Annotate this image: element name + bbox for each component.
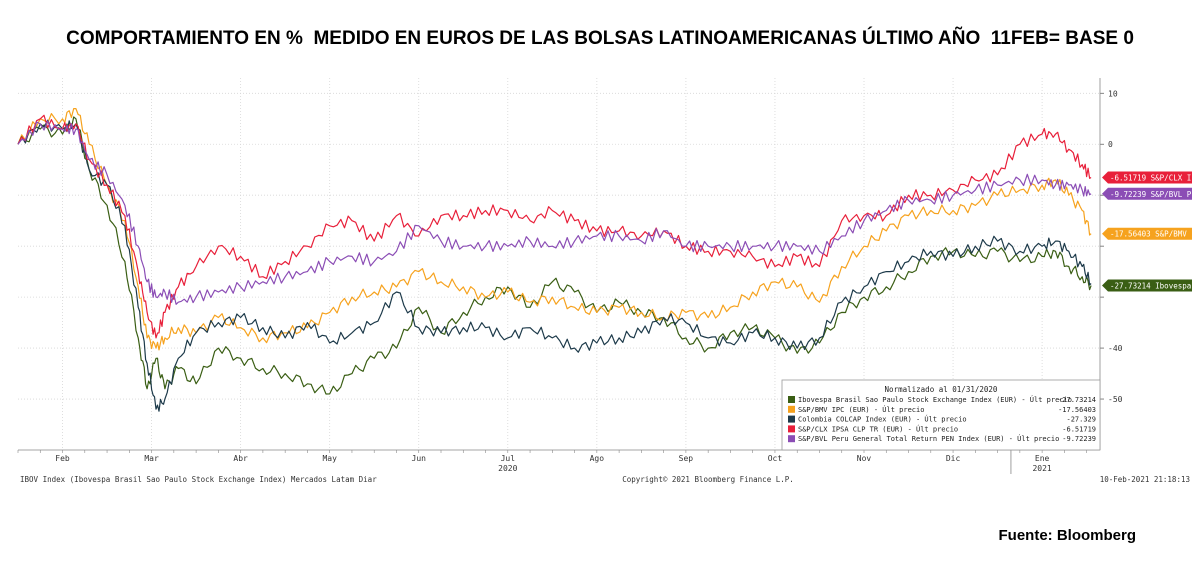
end-tag-label: -9.72239 S&P/BVL P [1110, 190, 1192, 199]
footer-center: Copyright© 2021 Bloomberg Finance L.P. [622, 475, 794, 484]
x-tick-label: Ago [590, 454, 605, 463]
legend-label: S&P/CLX IPSA CLP TR (EUR) - Últ precio [798, 424, 958, 433]
x-tick-label: Dic [946, 454, 961, 463]
y-tick-label: 10 [1108, 89, 1118, 98]
end-tag: -17.56403 S&P/BMV I [1102, 227, 1196, 240]
legend-box [781, 379, 1101, 451]
line-chart: 10 0 -40 -50 Feb Mar Abr May Jun Jul Ago Sep Oct Nov… [17, 78, 1196, 484]
x-tick-label: Feb [55, 454, 70, 463]
y-axis: 10 0 -40 -50 [1099, 78, 1123, 450]
legend-swatch [788, 396, 795, 403]
x-tick-label: Jun [412, 454, 427, 463]
x-tick-label: Jul [501, 454, 516, 463]
series-line [17, 116, 1092, 395]
x-tick-label: Sep [679, 454, 694, 463]
end-value-tags: -6.51719 S&P/CLX I -9.72239 S&P/BVL P -17.… [1102, 171, 1196, 292]
x-tick-label: Abr [233, 454, 248, 463]
end-tag-box [1102, 187, 1192, 200]
series-line [17, 107, 1092, 351]
end-tag-box [1102, 227, 1192, 240]
end-tag: -6.51719 S&P/CLX I [1102, 171, 1192, 184]
x-tick-label: May [322, 454, 337, 463]
end-tag-label: -17.56403 S&P/BMV I [1110, 230, 1196, 239]
chart-title: COMPORTAMIENTO EN % MEDIDO EN EUROS DE L… [66, 28, 1134, 49]
y-tick-label: 0 [1108, 140, 1113, 149]
legend-swatch [788, 415, 795, 423]
x-tick-label: Ene [1035, 454, 1050, 463]
x-axis: Feb Mar Abr May Jun Jul Ago Sep Oct Nov Dic Ene 2020… [17, 449, 1100, 474]
legend-label: S&P/BMV IPC (EUR) - Últ precio [798, 405, 924, 414]
series-line [17, 119, 1092, 412]
footer-right: 10-Feb-2021 21:18:13 [1100, 475, 1190, 484]
y-tick-label: -40 [1108, 344, 1123, 353]
x-year-label: 2020 [498, 464, 517, 473]
x-year-label: 2021 [1032, 464, 1051, 473]
legend-label: Colombia COLCAP Index (EUR) - Últ precio [798, 415, 967, 424]
end-tag-label: -27.73214 Ibovespa [1110, 282, 1191, 291]
series-line [17, 120, 1092, 305]
end-tag-label: -6.51719 S&P/CLX I [1110, 173, 1191, 182]
legend-title: Normalizado al 01/31/2020 [885, 385, 998, 394]
source-note: Fuente: Bloomberg [998, 527, 1137, 544]
legend-swatch [788, 425, 795, 433]
legend-label: Ibovespa Brasil Sao Paulo Stock Exchange… [798, 395, 1072, 404]
end-tag-box [1102, 279, 1192, 292]
x-tick-label: Nov [857, 454, 872, 463]
end-tag-box [1102, 171, 1192, 184]
legend-value: -17.56403 [1058, 406, 1096, 414]
x-tick-label: Mar [144, 454, 159, 463]
end-tag: -9.72239 S&P/BVL P [1102, 187, 1192, 200]
x-tick-label: Oct [768, 454, 783, 463]
series-lines [17, 107, 1092, 412]
legend-label: S&P/BVL Peru General Total Return PEN In… [798, 434, 1059, 443]
legend-value: -9.72239 [1062, 435, 1096, 443]
legend-swatch [788, 405, 795, 413]
legend-value: -27.329 [1066, 416, 1096, 424]
y-tick-label: -50 [1108, 395, 1123, 404]
legend-value: -27.73214 [1058, 396, 1096, 404]
legend-value: -6.51719 [1062, 425, 1096, 433]
legend-swatch [788, 435, 795, 443]
end-tag: -27.73214 Ibovespa [1102, 279, 1192, 292]
series-line [17, 114, 1092, 339]
footer-left: IBOV Index (Ibovespa Brasil Sao Paulo St… [20, 475, 377, 484]
